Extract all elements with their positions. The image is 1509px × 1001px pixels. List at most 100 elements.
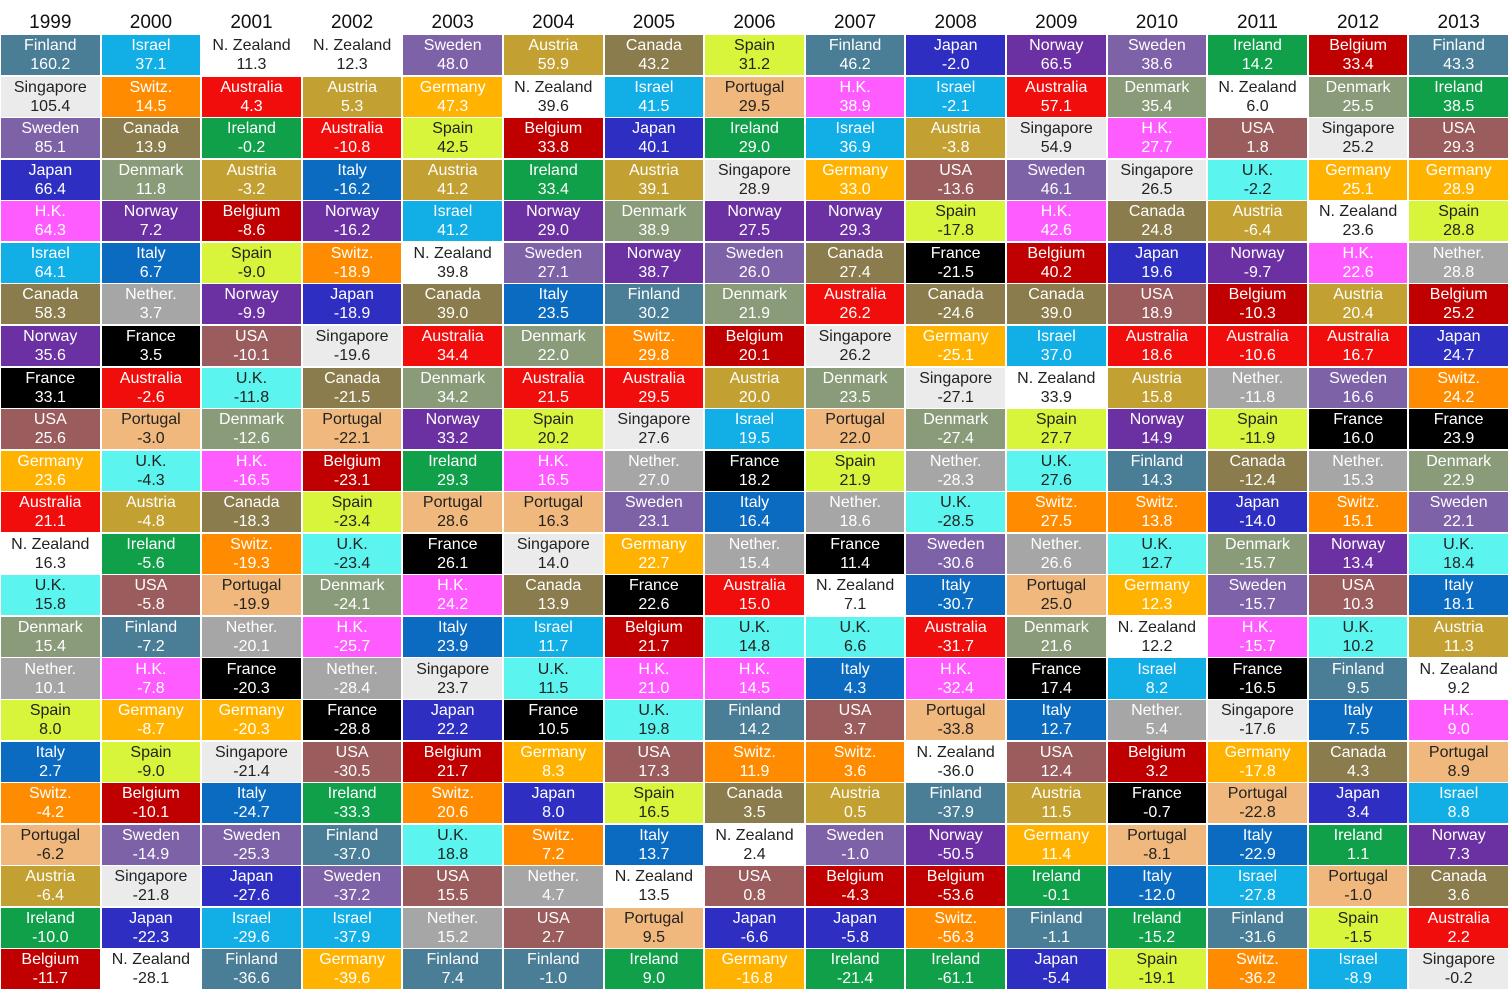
return-value: -4.8	[137, 513, 165, 531]
return-cell: Portugal 25.0	[1007, 575, 1106, 616]
country-name: Norway	[1431, 826, 1486, 844]
return-cell: Belgium 3.2	[1107, 741, 1207, 782]
country-name: Sweden	[524, 244, 583, 262]
return-cell: Portugal 28.6	[403, 492, 502, 533]
country-name: Denmark	[520, 327, 586, 345]
return-value: 6.6	[843, 637, 867, 655]
return-cell: Portugal -1.0	[1308, 866, 1408, 907]
return-cell: Sweden -37.2	[302, 866, 402, 907]
country-name: Norway	[1029, 37, 1084, 55]
country-name: Australia	[622, 369, 686, 387]
country-name: Italy	[1444, 577, 1474, 595]
country-name: Japan	[933, 37, 978, 55]
country-name: U.K.	[839, 618, 871, 636]
country-name: USA	[637, 743, 671, 761]
country-name: France	[226, 660, 277, 678]
return-value: 8.8	[1447, 804, 1470, 822]
return-cell: U.K. 6.6	[805, 616, 905, 657]
return-value: -5.8	[841, 928, 869, 946]
country-name: Switz.	[531, 826, 575, 844]
return-cell: Sweden 85.1	[1, 118, 100, 159]
return-value: 2.7	[39, 762, 62, 780]
return-cell: Germany 28.9	[1409, 159, 1508, 200]
return-value: -10.8	[333, 139, 371, 157]
return-cell: Norway 29.3	[805, 201, 905, 242]
return-value: -19.1	[1138, 970, 1176, 988]
return-value: 12.2	[1141, 637, 1173, 655]
return-cell: N. Zealand 39.6	[504, 76, 603, 117]
return-value: 27.6	[1040, 471, 1072, 489]
country-name: Finland	[426, 951, 479, 969]
country-name: Nether.	[225, 618, 278, 636]
return-value: 20.1	[738, 346, 771, 364]
return-value: 22.0	[537, 346, 569, 364]
return-value: 27.0	[638, 471, 670, 489]
country-name: Italy	[639, 826, 669, 844]
country-name: Canada	[1430, 868, 1487, 886]
country-name: Japan	[229, 868, 274, 886]
country-name: Canada	[726, 785, 783, 803]
return-value: 4.7	[542, 887, 565, 905]
return-value: 105.4	[30, 97, 71, 115]
return-value: 22.6	[1342, 263, 1374, 281]
return-cell: Portugal -19.9	[202, 575, 301, 616]
return-cell: U.K. 14.8	[705, 616, 804, 657]
return-value: 9.2	[1447, 679, 1470, 697]
return-cell: Denmark 38.9	[604, 201, 704, 242]
return-value: 7.4	[441, 970, 464, 988]
return-cell: Norway 27.5	[705, 201, 804, 242]
return-value: 35.6	[34, 346, 66, 364]
return-value: 4.3	[843, 679, 867, 697]
country-name: Finland	[627, 286, 681, 304]
country-name: Singapore	[718, 161, 791, 179]
country-name: Finland	[124, 618, 178, 636]
country-name: Germany	[17, 452, 84, 470]
return-value: -16.2	[333, 180, 371, 198]
return-cell: Norway -9.9	[202, 284, 301, 325]
year-header: 2005	[632, 12, 676, 33]
return-value: 16.5	[638, 804, 670, 822]
country-name: Austria	[830, 785, 880, 803]
return-value: 29.8	[638, 346, 670, 364]
country-name: U.K.	[638, 702, 670, 720]
country-name: Sweden	[624, 494, 683, 512]
return-cell: Belgium -23.1	[302, 450, 402, 491]
return-cell: Spain -9.0	[202, 242, 301, 283]
country-name: Ireland	[528, 161, 578, 179]
country-name: Nether.	[929, 452, 982, 470]
country-name: H.K.	[1040, 203, 1072, 221]
return-value: 29.5	[638, 388, 670, 406]
return-value: -31.6	[1239, 928, 1276, 946]
country-name: N. Zealand	[1117, 618, 1197, 636]
return-cell: Germany 33.0	[805, 159, 905, 200]
return-value: 15.3	[1342, 471, 1374, 489]
return-cell: Belgium -8.6	[202, 201, 301, 242]
country-name: Spain	[633, 785, 675, 803]
return-value: 11.7	[538, 637, 569, 655]
country-name: Norway	[324, 203, 380, 221]
country-name: France	[528, 702, 579, 720]
country-name: France	[25, 369, 76, 387]
return-cell: USA 15.5	[403, 866, 502, 907]
return-cell: Finland -36.6	[202, 949, 301, 990]
return-cell: Norway 66.5	[1007, 35, 1106, 76]
country-name: H.K.	[738, 660, 771, 678]
country-name: Ireland	[126, 535, 176, 553]
return-cell: Portugal -6.2	[1, 824, 100, 865]
country-name: France	[729, 452, 780, 470]
return-cell: Austria -3.2	[202, 159, 301, 200]
return-cell: Germany 25.1	[1308, 159, 1408, 200]
country-name: Norway	[727, 203, 782, 221]
return-cell: N. Zealand -28.1	[101, 949, 201, 990]
return-value: 27.5	[1040, 513, 1072, 531]
return-cell: Austria -6.4	[1208, 201, 1307, 242]
country-name: Finland	[1130, 452, 1184, 470]
return-cell: Denmark 23.5	[805, 367, 905, 408]
return-cell: Italy 13.7	[604, 824, 704, 865]
country-name: USA	[1341, 577, 1375, 595]
country-name: Nether.	[1030, 535, 1083, 553]
return-value: -5.6	[137, 554, 165, 572]
return-value: 24.8	[1141, 222, 1173, 240]
return-value: 26.5	[1141, 180, 1173, 198]
country-name: H.K.	[1141, 120, 1173, 138]
